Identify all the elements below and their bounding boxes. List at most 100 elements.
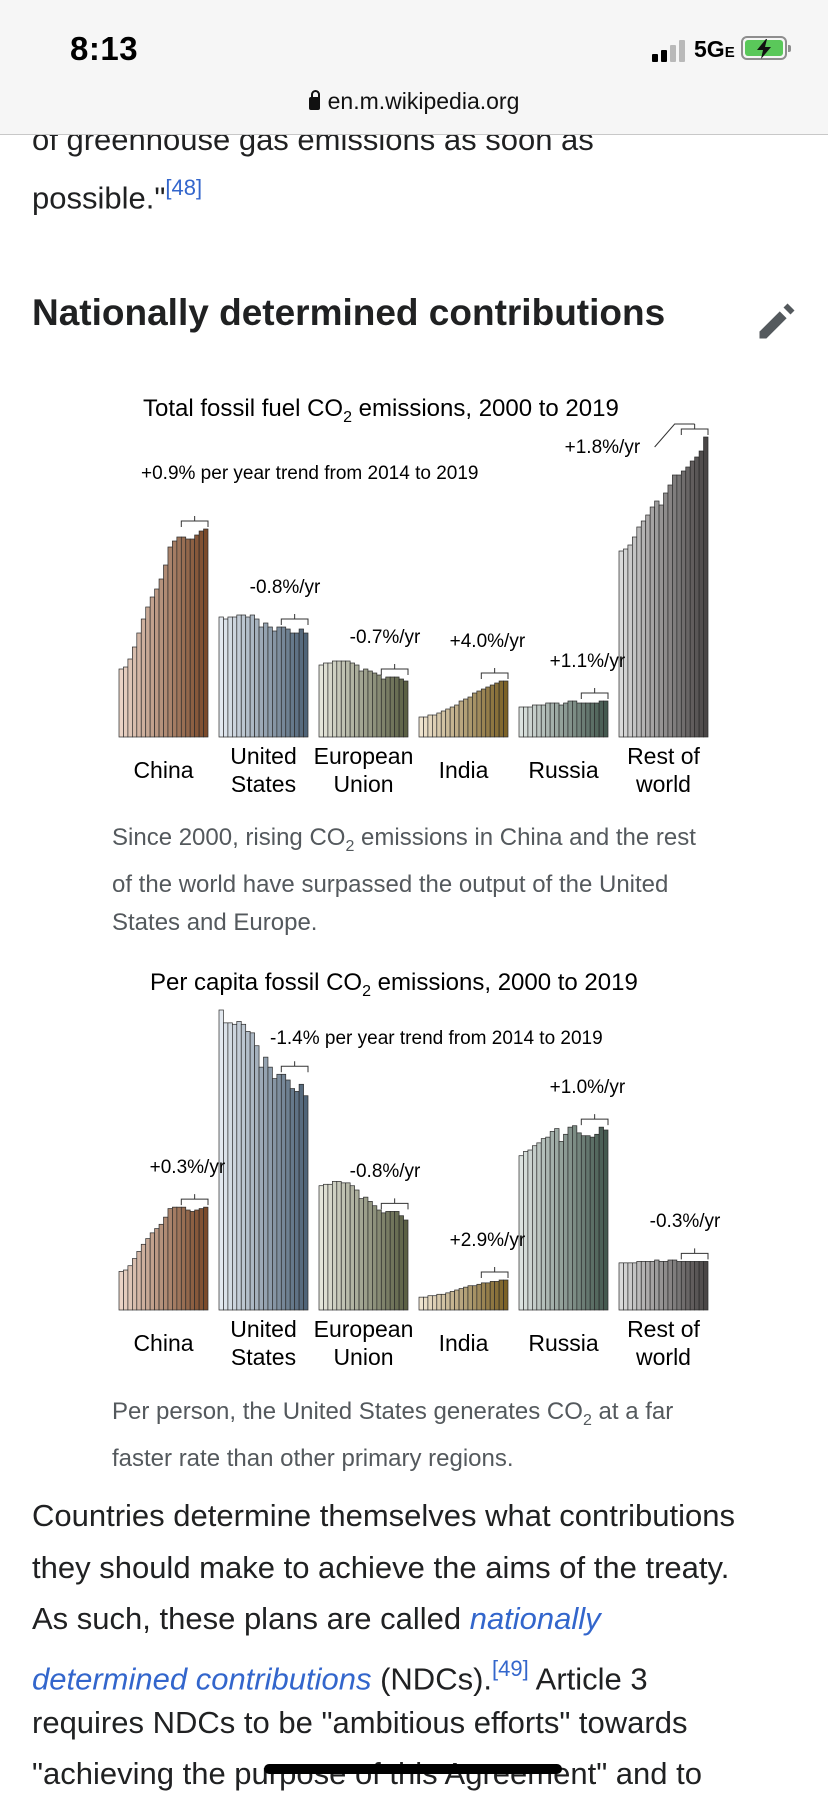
bar [458,1288,464,1311]
bar [367,670,373,738]
bar [123,666,129,738]
bar [645,514,651,738]
bar [303,632,309,738]
figure-caption: Per person, the United States generates … [112,1398,674,1472]
bar [531,1145,538,1311]
category-label: United States [230,1316,297,1370]
bar [380,1212,387,1311]
bar [303,1095,309,1311]
bar [389,676,396,738]
bar [445,708,451,738]
bar [536,1142,542,1311]
bar [198,1208,204,1311]
bar [149,596,155,738]
bar [127,1265,133,1311]
reference-link[interactable]: [48] [165,175,203,200]
bar [472,692,478,738]
address-bar[interactable]: en.m.wikipedia.org [0,88,828,115]
bar [449,1291,455,1311]
bar [694,1261,700,1311]
bar [445,1292,451,1311]
bar [623,1262,629,1311]
home-indicator[interactable] [264,1764,562,1774]
bar [672,1259,678,1311]
bar [545,1136,551,1311]
clock: 8:13 [70,30,139,67]
bar [294,1091,300,1311]
trend-bracket [580,1114,609,1126]
bar [158,1223,164,1311]
bar [649,506,655,738]
bar [485,1282,491,1311]
category-label: European Union [313,743,414,797]
bar [663,492,669,738]
paragraph-fragment: (NDCs). [371,1661,493,1697]
bar [480,688,487,738]
bar [680,1261,687,1311]
bar [298,1083,304,1311]
bar-group-china [118,1194,209,1311]
bar [549,1131,555,1311]
bar [436,712,442,738]
bar [658,1261,664,1311]
trend-bracket [580,688,609,699]
bar [336,1181,342,1311]
bar [289,632,296,738]
bar [427,1295,433,1311]
bar [345,660,351,738]
bar [258,1066,264,1311]
bar [167,546,173,738]
battery-charging-icon [741,36,791,60]
chart-title: Total fossil fuel CO2 emissions, 2000 to… [143,395,619,426]
bar [689,460,696,738]
bar-group-rest-of-world [618,424,709,738]
bar [163,1216,169,1311]
bar [285,1079,291,1311]
bar [285,628,291,738]
bar [645,1261,651,1311]
bar [685,466,691,738]
bar [340,660,347,738]
ndc-link[interactable]: determined contributions [32,1661,372,1697]
bar [631,1262,638,1311]
bar [123,1269,129,1311]
pencil-icon[interactable] [754,300,798,344]
bar [667,1259,673,1311]
url-text: en.m.wikipedia.org [327,88,520,114]
trend-bracket [180,516,209,527]
bar [494,682,500,738]
bar [631,536,638,738]
bar [585,1135,591,1311]
bar [372,672,378,738]
bar [318,1185,324,1311]
reference-link[interactable]: [49] [492,1656,529,1681]
bar [349,662,355,738]
bar [454,704,460,738]
category-label: Rest of world [627,1316,700,1370]
bar [480,1282,487,1311]
bar [118,1271,124,1311]
bar [489,684,496,738]
bar [449,706,455,738]
bar [558,1141,564,1311]
category-label: Russia [528,1330,599,1356]
bar [280,1073,287,1311]
bar [572,1125,578,1311]
bar [640,1261,647,1311]
paragraph-text: they should make to achieve the aims of … [32,1550,730,1585]
bar [432,1295,438,1311]
figure-caption: Since 2000, rising CO2 emissions in Chin… [112,824,696,936]
network-indicator: 5GE [694,36,735,63]
bar [403,680,409,738]
bar [689,1261,696,1311]
bar-group-china [118,516,209,738]
bar [367,1201,373,1311]
bar [636,526,642,738]
bar [463,1286,469,1311]
bar [549,702,555,738]
ndc-link[interactable]: nationally [469,1601,601,1636]
bar [289,1088,296,1311]
bar [232,1023,238,1311]
bar [327,1183,333,1311]
bar-group-india [418,668,509,738]
